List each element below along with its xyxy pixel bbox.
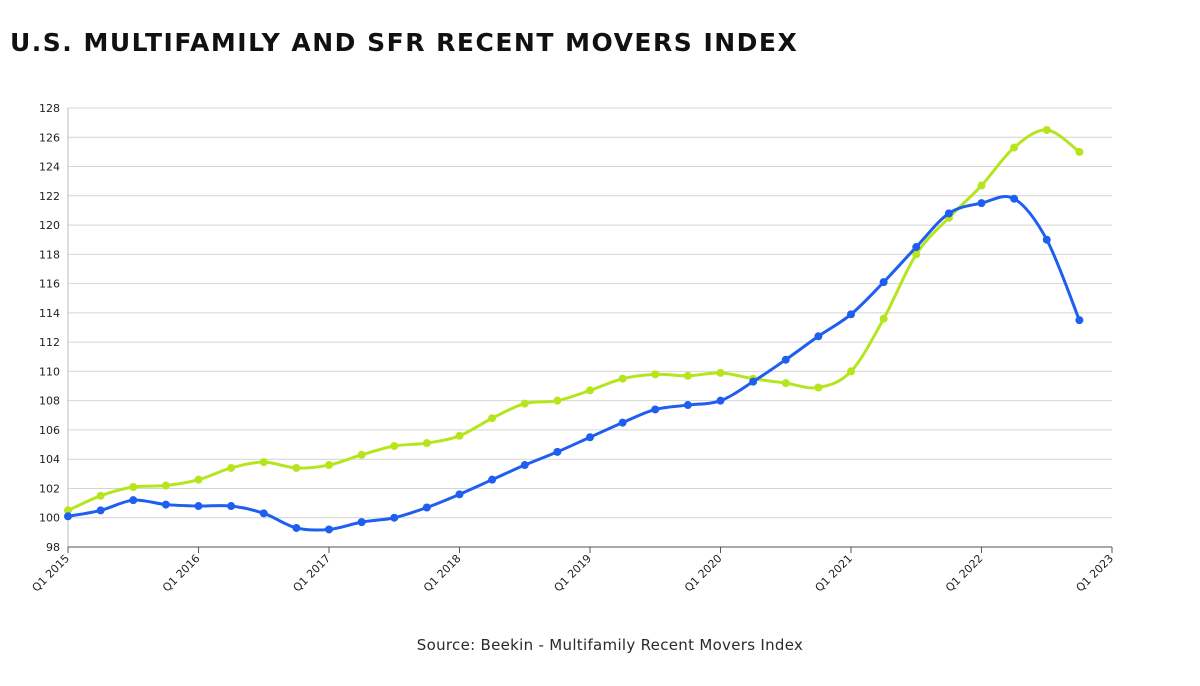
series-2-point (912, 243, 921, 252)
series-1-point (1042, 125, 1051, 134)
x-tick-label: Q1 2018 (421, 552, 464, 595)
series-1-point (912, 250, 921, 259)
series-2-point (651, 405, 660, 414)
series-1-point (96, 491, 105, 500)
series-2-point (390, 513, 399, 522)
series-1-point (325, 461, 333, 470)
series-2-point (553, 447, 562, 456)
x-tick-label: Q1 2021 (813, 552, 856, 595)
y-tick-label: 118 (39, 248, 60, 261)
y-tick-label: 102 (39, 482, 60, 495)
series-2-point (96, 506, 105, 515)
series-2-point (749, 377, 758, 386)
y-tick-label: 122 (39, 190, 60, 203)
line-chart: 98 100 102 104 106 108 110 112 114 116 118 120 122 12… (30, 102, 1117, 595)
x-tick-label: Q1 2023 (1074, 552, 1117, 595)
series-1-point (161, 481, 170, 490)
series-1-point (520, 399, 529, 408)
series-2-point (683, 401, 692, 410)
series-1-point (847, 367, 855, 376)
series-2-line (66, 195, 1081, 532)
series-2-point (161, 500, 170, 509)
y-tick-label: 128 (39, 102, 60, 115)
y-tick-label: 100 (39, 512, 60, 525)
series-1-point (422, 439, 431, 448)
series-2-point (814, 332, 823, 341)
series-1-point (716, 368, 725, 377)
x-tick-label: Q1 2017 (291, 552, 334, 595)
series-1-point (879, 314, 888, 323)
y-tick-label: 112 (39, 336, 60, 349)
y-tick-label: 114 (39, 307, 60, 320)
series-2-point (422, 503, 431, 512)
y-tick-label: 120 (39, 219, 60, 232)
y-axis: 98 100 102 104 106 108 110 112 114 116 118 120 122 12… (39, 102, 69, 554)
series-2-point (292, 523, 301, 532)
series-2 (64, 194, 1084, 534)
series-2-point (520, 461, 529, 470)
series-1-point (781, 379, 790, 388)
series-1-point (390, 442, 399, 451)
series-2-point (357, 518, 366, 527)
grid-lines (68, 107, 1112, 548)
chart-title: U.S. MULTIFAMILY AND SFR RECENT MOVERS I… (10, 28, 799, 57)
series-1-point (683, 371, 692, 380)
y-tick-label: 108 (39, 395, 60, 408)
series-1-point (129, 483, 138, 492)
series-1 (64, 125, 1084, 515)
series-2-point (847, 310, 855, 319)
x-tick-label: Q1 2020 (682, 552, 725, 595)
series-2-point (716, 396, 725, 405)
series-2-point (194, 502, 203, 511)
series-2-point (488, 475, 497, 484)
series-1-point (1075, 147, 1084, 156)
y-tick-label: 110 (39, 365, 60, 378)
series-1-point (357, 450, 366, 459)
y-tick-label: 104 (39, 453, 60, 466)
series-1-point (227, 463, 236, 472)
series-1-line (66, 128, 1081, 512)
series-1-point (292, 463, 301, 472)
series-2-point (1042, 235, 1051, 244)
series-1-point (259, 458, 268, 467)
series-1-point (455, 431, 464, 440)
x-tick-label: Q1 2016 (160, 552, 203, 595)
series-2-point (879, 278, 888, 287)
series-2-point (586, 433, 594, 442)
series-1-point (64, 506, 72, 515)
series-2-point (64, 512, 72, 521)
x-tick-label: Q1 2022 (943, 552, 986, 595)
series-2-point (944, 209, 953, 218)
series-2-point (781, 355, 790, 364)
x-tick-label: Q1 2015 (30, 552, 73, 595)
series-2-point (129, 496, 138, 505)
series-1-point (1010, 143, 1019, 152)
x-axis: Q1 2015 Q1 2016 Q1 2017 Q1 2018 Q1 2019 Q1 20… (30, 546, 1117, 595)
series-2-point (455, 490, 464, 499)
y-tick-label: 124 (39, 161, 60, 174)
series-1-point (977, 181, 986, 190)
series-2-point (325, 525, 333, 534)
series-1-point (553, 396, 562, 405)
y-tick-label: 116 (39, 278, 60, 291)
series-1-point (194, 475, 203, 484)
series-2-point (1075, 316, 1084, 325)
series-1-point (586, 386, 594, 395)
y-tick-label: 106 (39, 424, 60, 437)
source-note: Source: Beekin - Multifamily Recent Move… (416, 636, 804, 654)
series-1-point (488, 414, 497, 423)
series-2-point (227, 502, 236, 511)
series-group (64, 125, 1084, 534)
series-1-point (618, 374, 627, 383)
series-2-point (259, 509, 268, 518)
series-1-point (814, 383, 823, 392)
x-tick-label: Q1 2019 (552, 552, 595, 595)
y-tick-label: 126 (39, 131, 60, 144)
y-tick-label: 98 (46, 541, 60, 554)
series-2-point (977, 199, 986, 208)
series-2-point (618, 418, 627, 427)
series-1-point (651, 370, 660, 379)
series-2-point (1010, 194, 1019, 203)
